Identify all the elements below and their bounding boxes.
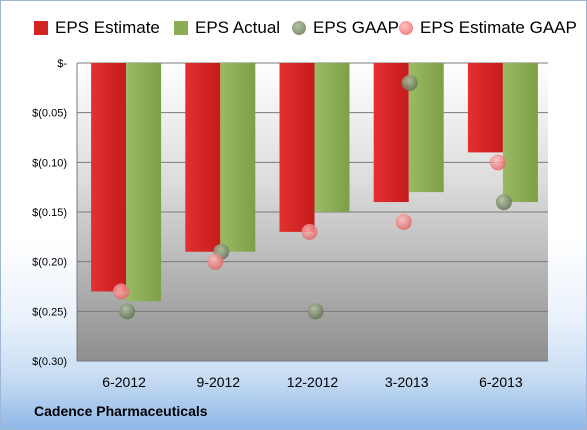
bar-eps-actual [314, 63, 350, 212]
y-tick-label: $(0.05) [32, 108, 67, 120]
legend: EPS Estimate EPS Actual EPS GAAP EPS Est… [1, 18, 586, 40]
x-tick-label: 6-2013 [479, 374, 523, 390]
legend-label-eps-gaap: EPS GAAP [313, 18, 399, 37]
y-tick-label: $(0.20) [32, 257, 67, 269]
legend-swatch-eps-estimate [34, 21, 48, 35]
company-name: Cadence Pharmaceuticals [34, 403, 208, 419]
point-eps-estimate-gaap [113, 283, 130, 300]
legend-item-eps-actual: EPS Actual [174, 18, 280, 38]
legend-marker-eps-estimate-gaap [399, 21, 413, 35]
bar-eps-estimate [467, 63, 503, 153]
bar-eps-actual [220, 63, 256, 252]
point-eps-gaap [119, 303, 136, 320]
legend-item-eps-estimate: EPS Estimate [34, 18, 160, 38]
legend-label-eps-actual: EPS Actual [195, 18, 281, 37]
legend-label-eps-estimate-gaap: EPS Estimate GAAP [420, 18, 577, 37]
point-eps-estimate-gaap [301, 223, 318, 240]
legend-marker-eps-gaap [292, 21, 306, 35]
x-tick-label: 9-2012 [197, 374, 241, 390]
point-eps-gaap [495, 194, 512, 211]
bar-eps-actual [502, 63, 538, 203]
legend-swatch-eps-actual [174, 21, 188, 35]
bar-eps-estimate [91, 63, 127, 292]
point-eps-estimate-gaap [395, 213, 412, 230]
point-eps-gaap [307, 303, 324, 320]
point-eps-estimate-gaap [489, 154, 506, 171]
y-tick-label: $(0.10) [32, 157, 67, 169]
legend-item-eps-estimate-gaap: EPS Estimate GAAP [399, 18, 577, 38]
point-eps-estimate-gaap [207, 253, 224, 270]
y-tick-label: $(0.15) [32, 207, 67, 219]
x-tick-label: 12-2012 [287, 374, 339, 390]
y-tick-label: $(0.25) [32, 306, 67, 318]
x-tick-label: 6-2012 [102, 374, 146, 390]
point-eps-gaap [401, 74, 418, 91]
legend-item-eps-gaap: EPS GAAP [292, 18, 399, 38]
legend-label-eps-estimate: EPS Estimate [55, 18, 160, 37]
y-tick-label: $- [57, 58, 67, 70]
x-tick-label: 3-2013 [385, 374, 429, 390]
bar-eps-actual [126, 63, 162, 302]
y-tick-label: $(0.30) [32, 356, 67, 368]
bar-eps-estimate [279, 63, 315, 232]
bar-eps-estimate [185, 63, 221, 252]
